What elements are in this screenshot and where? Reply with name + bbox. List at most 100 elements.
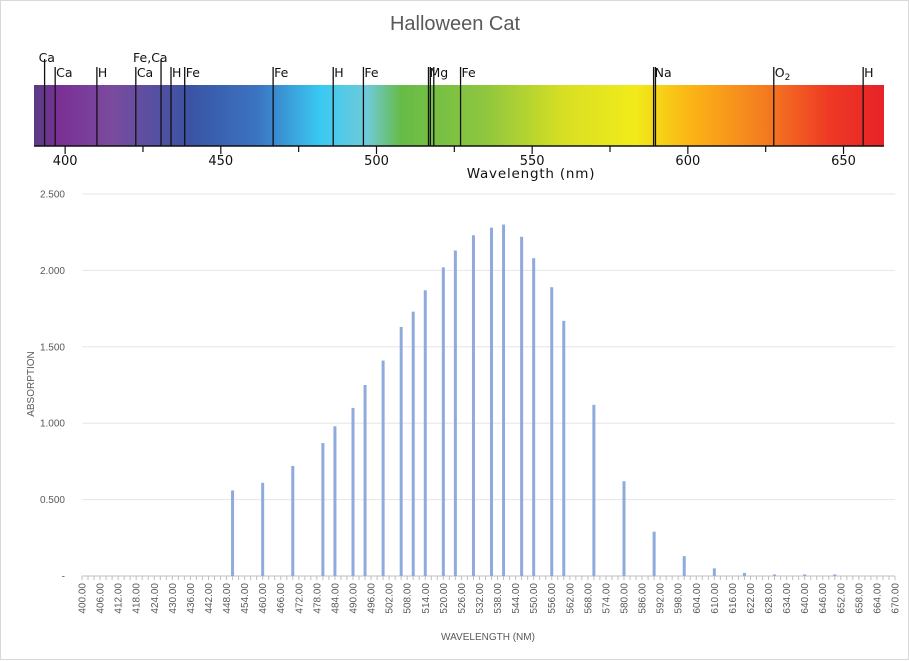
bar xyxy=(411,311,415,576)
bar xyxy=(363,385,367,576)
spectral-line-label: Fe,Ca xyxy=(133,50,168,65)
y-tick-label: 1.500 xyxy=(40,342,65,353)
x-tick-label: 592.00 xyxy=(656,583,667,614)
bar xyxy=(682,556,686,576)
bar xyxy=(291,465,295,576)
x-tick-label: 664.00 xyxy=(872,583,883,614)
x-tick-label: 406.00 xyxy=(96,583,107,614)
spectrum-tick-label: 400 xyxy=(53,154,78,169)
spectral-line-label: H xyxy=(172,65,181,80)
spectrum-tick-label: 450 xyxy=(208,154,233,169)
spectral-line-label: Mg xyxy=(429,65,448,80)
x-tick-label: 574.00 xyxy=(601,583,612,614)
spectrum-tick-label: 550 xyxy=(520,154,545,169)
spectral-line-label: Ca xyxy=(56,65,72,80)
x-tick-label: 610.00 xyxy=(710,583,721,614)
bar xyxy=(562,320,566,576)
x-tick-label: 508.00 xyxy=(403,583,414,614)
bar xyxy=(321,443,325,576)
bar xyxy=(351,407,355,576)
bar xyxy=(803,574,807,576)
x-tick-label: 520.00 xyxy=(439,583,450,614)
x-tick-label: 472.00 xyxy=(294,583,305,614)
bar xyxy=(833,574,837,576)
bar xyxy=(550,287,554,576)
x-tick-label: 460.00 xyxy=(258,583,269,614)
x-tick-label: 670.00 xyxy=(891,583,902,614)
x-tick-label: 436.00 xyxy=(186,583,197,614)
bar xyxy=(453,250,457,576)
bar xyxy=(441,267,445,576)
bar xyxy=(622,481,626,576)
bar xyxy=(773,574,777,576)
y-tick-label: 2.500 xyxy=(40,190,65,201)
spectral-line-label: H xyxy=(98,65,107,80)
chart-title: Halloween Cat xyxy=(390,13,521,35)
bar xyxy=(520,236,524,576)
x-tick-label: 538.00 xyxy=(493,583,504,614)
x-tick-label: 490.00 xyxy=(349,583,360,614)
x-tick-label: 586.00 xyxy=(638,583,649,614)
spectral-line-label: Ca xyxy=(39,50,55,65)
bar xyxy=(423,290,427,576)
y-tick-label: - xyxy=(62,572,65,583)
spectral-line-label: Ca xyxy=(137,65,153,80)
spectral-line-label: Fe xyxy=(364,65,379,80)
x-tick-label: 466.00 xyxy=(276,583,287,614)
x-tick-label: 652.00 xyxy=(836,583,847,614)
bar xyxy=(592,404,596,576)
bar xyxy=(712,568,716,576)
y-tick-label: 2.000 xyxy=(40,266,65,277)
x-tick-label: 556.00 xyxy=(547,583,558,614)
x-tick-label: 448.00 xyxy=(222,583,233,614)
x-tick-label: 616.00 xyxy=(728,583,739,614)
x-tick-label: 514.00 xyxy=(421,583,432,614)
x-tick-label: 562.00 xyxy=(565,583,576,614)
bar xyxy=(532,258,536,576)
x-tick-label: 568.00 xyxy=(583,583,594,614)
spectral-line-label: Fe xyxy=(462,65,477,80)
bar xyxy=(490,227,494,576)
spectral-line-label: H xyxy=(334,65,343,80)
x-tick-label: 532.00 xyxy=(475,583,486,614)
x-tick-label: 628.00 xyxy=(764,583,775,614)
x-tick-label: 634.00 xyxy=(782,583,793,614)
spectral-line-label: Fe xyxy=(274,65,289,80)
x-tick-label: 484.00 xyxy=(330,583,341,614)
x-tick-label: 622.00 xyxy=(746,583,757,614)
bar xyxy=(381,360,385,576)
x-tick-label: 418.00 xyxy=(132,583,143,614)
y-axis-label: ABSORPTION xyxy=(26,351,37,417)
bar xyxy=(333,426,337,576)
absorption-bar-chart: - 0.500 1.000 1.500 2.000 2.500 400.00 406.00 41… xyxy=(40,190,902,614)
x-tick-label: 550.00 xyxy=(529,583,540,614)
spectrum-axis-label: Wavelength (nm) xyxy=(467,166,596,182)
x-tick-label: 646.00 xyxy=(818,583,829,614)
spectral-line-label: O2 xyxy=(775,65,791,83)
x-tick-label: 502.00 xyxy=(385,583,396,614)
bar xyxy=(471,235,475,577)
x-tick-label: 400.00 xyxy=(78,583,89,614)
bar xyxy=(652,531,656,576)
spectrum-band xyxy=(34,85,884,146)
x-tick-label: 544.00 xyxy=(511,583,522,614)
spectrum-tick-label: 600 xyxy=(675,154,700,169)
x-tick-label: 478.00 xyxy=(312,583,323,614)
bar xyxy=(261,482,265,576)
bar xyxy=(399,326,403,576)
x-tick-label: 640.00 xyxy=(800,583,811,614)
y-tick-label: 0.500 xyxy=(40,495,65,506)
x-tick-label: 454.00 xyxy=(240,583,251,614)
spectral-line-label: H xyxy=(864,65,873,80)
spectral-line-label: Na xyxy=(655,65,672,80)
x-tick-label: 604.00 xyxy=(692,583,703,614)
x-axis-label: WAVELENGTH (NM) xyxy=(441,632,535,643)
x-tick-label: 496.00 xyxy=(367,583,378,614)
spectral-line-label: Fe xyxy=(186,65,201,80)
bar xyxy=(502,224,506,576)
x-tick-label: 526.00 xyxy=(457,583,468,614)
x-tick-label: 412.00 xyxy=(114,583,125,614)
x-tick-label: 424.00 xyxy=(150,583,161,614)
